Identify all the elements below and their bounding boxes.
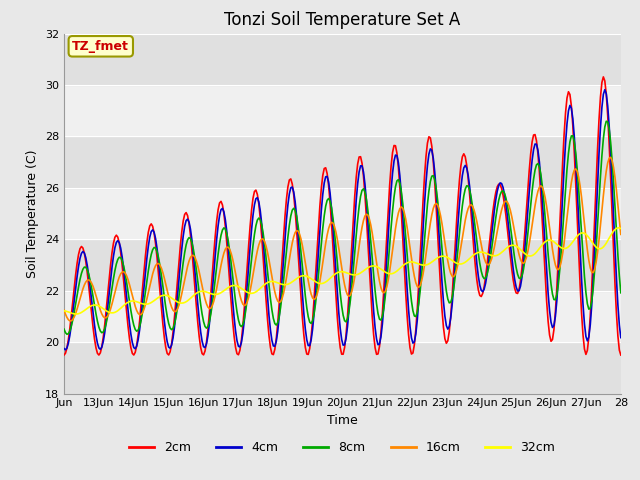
4cm xyxy=(458,173,466,179)
4cm xyxy=(60,346,68,351)
8cm xyxy=(541,215,549,220)
Bar xyxy=(64,34,621,85)
2cm xyxy=(97,350,104,356)
8cm xyxy=(98,330,106,336)
32cm xyxy=(72,311,79,317)
32cm xyxy=(616,225,623,231)
32cm xyxy=(458,261,466,266)
Line: 32cm: 32cm xyxy=(64,228,621,314)
8cm xyxy=(63,331,71,337)
2cm xyxy=(457,163,465,168)
32cm xyxy=(541,239,549,245)
32cm xyxy=(98,305,106,311)
8cm xyxy=(81,264,88,270)
16cm xyxy=(98,311,106,317)
Title: Tonzi Soil Temperature Set A: Tonzi Soil Temperature Set A xyxy=(224,11,461,29)
16cm xyxy=(616,217,623,223)
16cm xyxy=(66,318,74,324)
8cm xyxy=(60,326,68,332)
Bar xyxy=(64,188,621,240)
4cm xyxy=(61,347,69,353)
Legend: 2cm, 4cm, 8cm, 16cm, 32cm: 2cm, 4cm, 8cm, 16cm, 32cm xyxy=(124,436,561,459)
4cm xyxy=(348,264,356,270)
Bar xyxy=(64,85,621,136)
2cm xyxy=(60,352,68,358)
Bar xyxy=(64,291,621,342)
16cm xyxy=(541,195,549,201)
Line: 8cm: 8cm xyxy=(64,121,621,334)
Line: 4cm: 4cm xyxy=(64,90,621,350)
8cm xyxy=(616,273,623,279)
4cm xyxy=(616,322,623,328)
4cm xyxy=(81,250,88,256)
Y-axis label: Soil Temperature (C): Soil Temperature (C) xyxy=(26,149,39,278)
Line: 16cm: 16cm xyxy=(64,157,621,321)
16cm xyxy=(348,288,356,294)
32cm xyxy=(81,308,88,313)
16cm xyxy=(617,231,625,237)
32cm xyxy=(60,308,68,313)
2cm xyxy=(617,352,625,358)
8cm xyxy=(458,203,466,209)
4cm xyxy=(601,87,609,93)
2cm xyxy=(540,247,548,252)
2cm xyxy=(79,245,87,251)
32cm xyxy=(348,272,356,277)
X-axis label: Time: Time xyxy=(327,414,358,427)
32cm xyxy=(617,226,625,231)
4cm xyxy=(98,344,106,350)
8cm xyxy=(348,283,356,289)
4cm xyxy=(541,245,549,251)
4cm xyxy=(617,335,625,340)
2cm xyxy=(346,266,354,272)
Text: TZ_fmet: TZ_fmet xyxy=(72,40,129,53)
16cm xyxy=(81,282,88,288)
16cm xyxy=(60,307,68,313)
16cm xyxy=(458,235,466,240)
Bar xyxy=(64,342,621,394)
8cm xyxy=(602,119,610,124)
2cm xyxy=(614,333,621,339)
Line: 2cm: 2cm xyxy=(64,77,621,355)
2cm xyxy=(600,74,607,80)
32cm xyxy=(614,225,621,231)
Bar xyxy=(64,136,621,188)
8cm xyxy=(617,290,625,296)
16cm xyxy=(607,155,614,160)
Bar xyxy=(64,240,621,291)
